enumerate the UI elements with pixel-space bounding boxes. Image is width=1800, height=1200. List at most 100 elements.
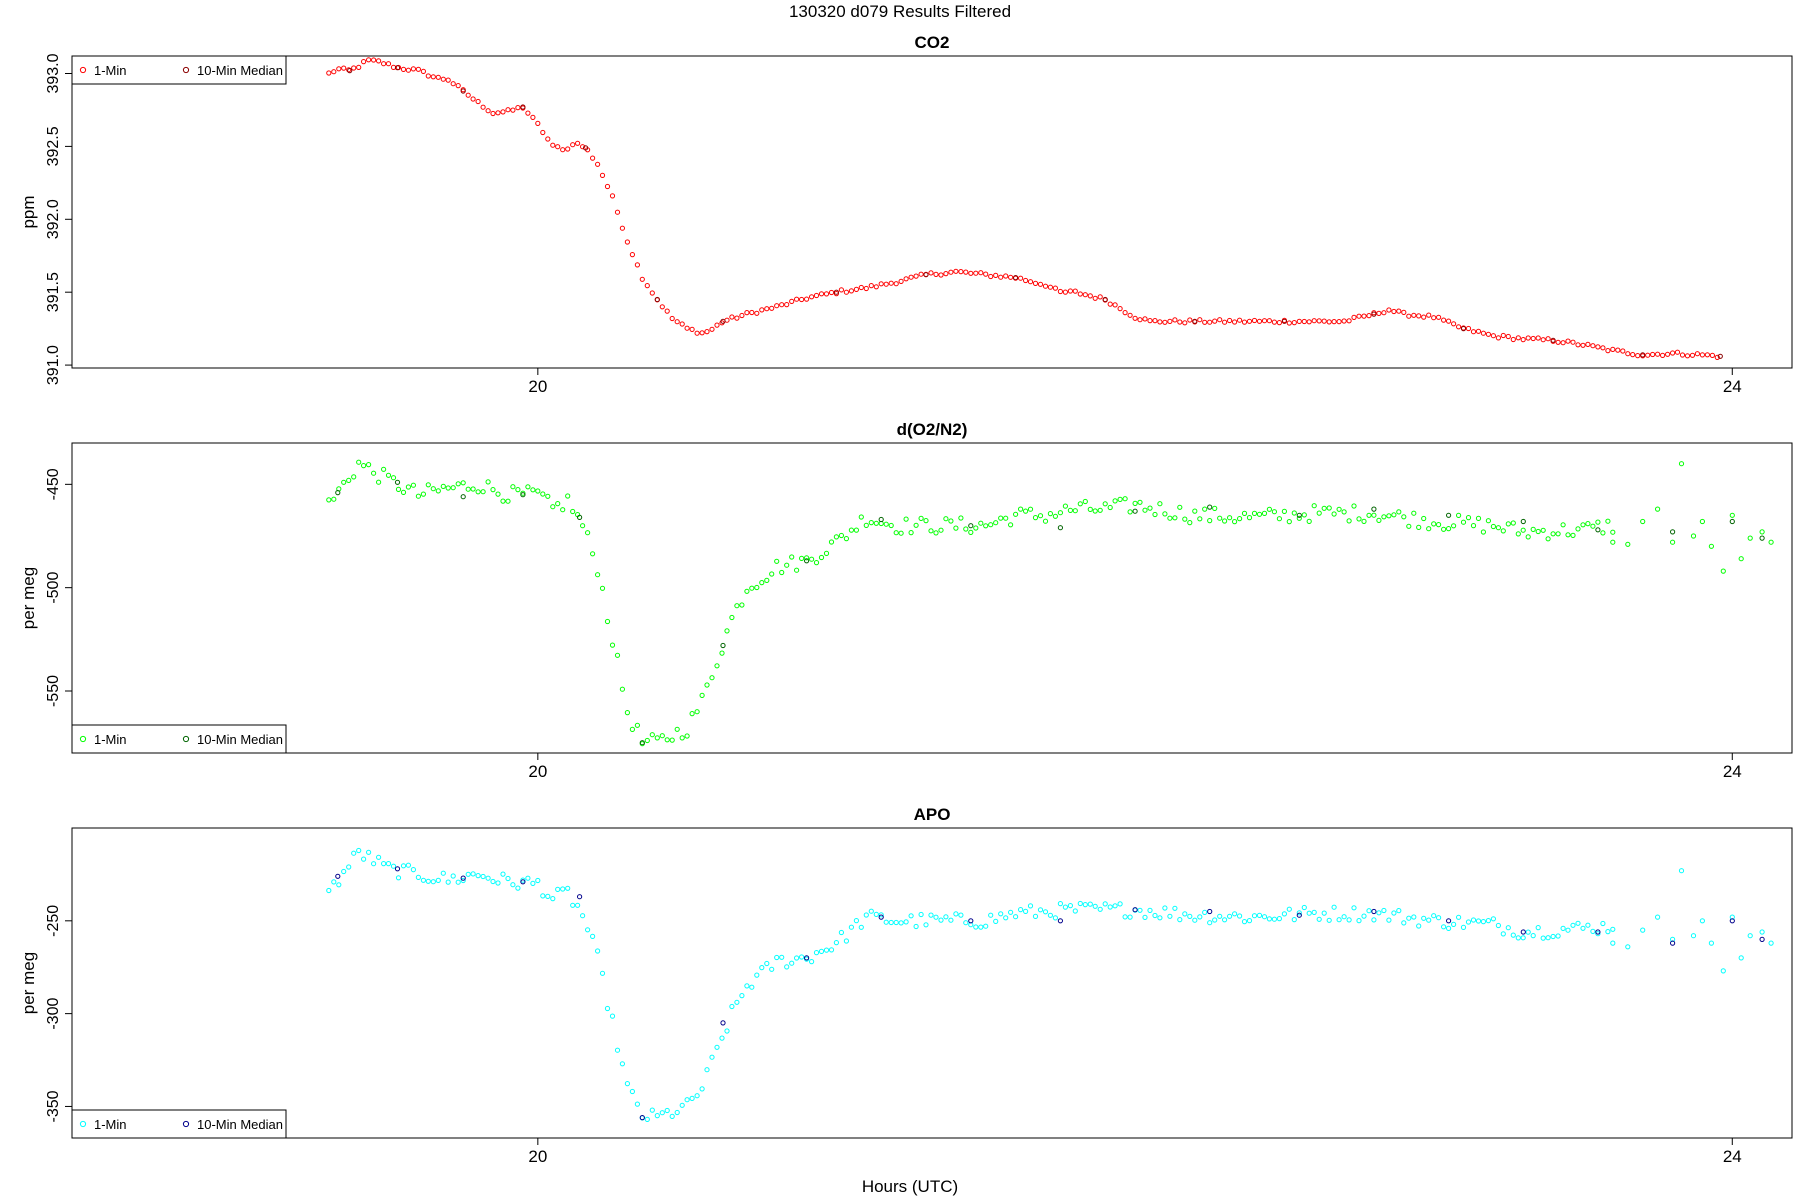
data-point [1655, 351, 1661, 357]
data-point [1212, 917, 1218, 923]
data-point [659, 304, 665, 310]
data-point [405, 862, 411, 868]
data-point [545, 136, 551, 142]
data-point [1052, 285, 1059, 291]
data-point [1555, 933, 1561, 939]
data-point [963, 526, 969, 532]
data-point [1062, 503, 1069, 509]
data-point [1396, 509, 1402, 515]
data-point [530, 880, 536, 887]
data-point [918, 515, 924, 522]
data-point [1465, 325, 1472, 332]
data-point [1361, 313, 1367, 319]
data-point [1704, 352, 1711, 358]
data-point [833, 940, 840, 946]
data-point [679, 735, 685, 741]
data-point [1172, 317, 1178, 323]
data-point [1241, 919, 1248, 925]
data-point [659, 733, 665, 739]
data-point [1072, 288, 1078, 294]
data-point [410, 482, 416, 488]
data-point [1699, 518, 1706, 525]
data-point [913, 522, 919, 528]
data-point [535, 488, 541, 494]
data-point [1366, 313, 1372, 319]
data-point [694, 1093, 700, 1099]
data-point [913, 923, 919, 930]
data-point [1610, 346, 1616, 352]
data-point [1500, 931, 1506, 937]
data-point [1590, 343, 1596, 349]
data-point [754, 972, 760, 978]
data-point [1356, 918, 1362, 924]
data-point [1097, 294, 1103, 300]
data-point [510, 484, 516, 490]
data-point [583, 145, 589, 151]
data-point [1485, 518, 1492, 524]
data-point [1460, 326, 1467, 332]
data-point [1371, 506, 1377, 512]
data-point [1421, 314, 1427, 320]
data-point [928, 270, 934, 276]
data-point [769, 571, 775, 577]
data-point [465, 486, 471, 492]
data-point [1207, 504, 1213, 510]
data-point [1246, 918, 1253, 924]
data-point [624, 239, 631, 245]
data-point [1062, 289, 1069, 295]
data-point [833, 289, 840, 295]
data-point [873, 520, 879, 526]
data-point [1256, 912, 1263, 919]
data-point [1237, 516, 1243, 522]
data-point [1670, 940, 1676, 946]
data-point [555, 144, 561, 150]
data-point [1694, 351, 1701, 357]
data-point [485, 108, 491, 114]
data-point [923, 518, 929, 524]
plot-frame [71, 55, 1793, 369]
data-point [1530, 526, 1536, 533]
data-point [1202, 319, 1208, 325]
data-point [1391, 512, 1397, 518]
data-point [1670, 350, 1676, 356]
chart-title: d(O2/N2) [897, 420, 968, 439]
data-point [1177, 917, 1183, 923]
data-point [1570, 532, 1576, 539]
data-point [415, 66, 421, 72]
data-point [1515, 335, 1521, 341]
data-point [878, 912, 884, 918]
data-point [1366, 908, 1372, 914]
data-point [674, 726, 680, 732]
data-point [1575, 526, 1581, 532]
data-point [1625, 541, 1631, 547]
data-point [1446, 925, 1452, 932]
data-point [1655, 506, 1661, 512]
data-point [1351, 503, 1357, 509]
data-point [818, 948, 825, 955]
data-point [609, 1013, 616, 1019]
data-point [1047, 284, 1054, 290]
data-point [1595, 344, 1601, 350]
data-point [1386, 917, 1392, 923]
data-point [789, 298, 795, 304]
data-point [720, 642, 726, 649]
data-point [1142, 507, 1148, 513]
data-point [893, 530, 899, 536]
data-point [898, 530, 904, 536]
data-point [585, 927, 591, 933]
data-point [1227, 913, 1233, 919]
data-point [1451, 523, 1457, 529]
data-point [1261, 914, 1268, 920]
data-point [1266, 506, 1273, 512]
data-point [1132, 315, 1138, 321]
data-point [599, 585, 606, 591]
data-point [1207, 908, 1213, 915]
data-point [425, 482, 431, 488]
data-point [649, 732, 655, 738]
data-point [1097, 906, 1103, 912]
data-point [684, 1097, 690, 1103]
data-point [1717, 353, 1723, 359]
data-point [764, 577, 770, 584]
data-point [1276, 320, 1283, 326]
data-point [445, 77, 451, 83]
